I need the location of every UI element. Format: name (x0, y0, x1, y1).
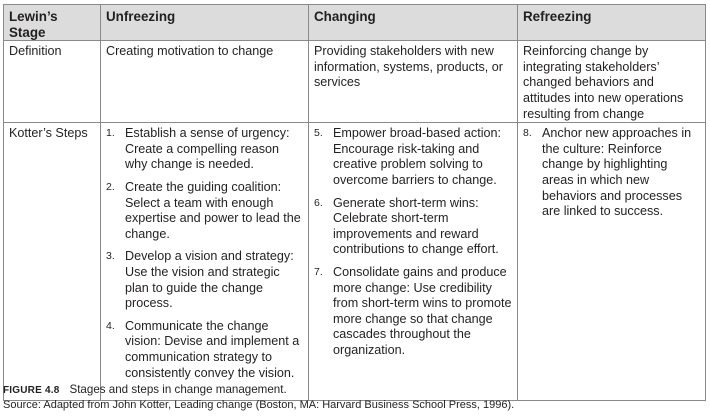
step-text: Establish a sense of urgency: Create a c… (125, 126, 290, 172)
definition-label: Definition (3, 40, 101, 124)
figure-label: FIGURE 4.8 (3, 385, 60, 396)
step-text: Empower broad-based action: Encourage ri… (333, 126, 502, 187)
change-management-table: Lewin’s Stage Unfreezing Changing Refree… (3, 3, 706, 402)
header-lewins-stage: Lewin’s Stage (3, 3, 101, 42)
step-number: 8. (523, 127, 532, 140)
step-item: 6. Generate short-term wins: Celebrate sh… (314, 196, 512, 258)
step-number: 2. (106, 180, 115, 193)
steps-changing-cell: 5. Empower broad-based action: Encourage … (308, 122, 518, 402)
steps-list-refreezing: 8. Anchor new approaches in the culture: … (523, 126, 700, 220)
step-item: 1. Establish a sense of urgency: Create a… (106, 126, 303, 173)
step-text: Anchor new approaches in the culture: Re… (542, 126, 692, 219)
definition-row: Definition Creating motivation to change… (3, 40, 706, 124)
definition-changing: Providing stakeholders with new informat… (308, 40, 518, 124)
kotters-steps-row: Kotter’s Steps 1. Establish a sense of ur… (3, 122, 706, 402)
definition-refreezing: Reinforcing change by integrating stakeh… (517, 40, 706, 124)
step-text: Consolidate gains and produce more chang… (333, 264, 512, 357)
caption-title-line: FIGURE 4.8 Stages and steps in change man… (3, 382, 705, 398)
step-item: 5. Empower broad-based action: Encourage … (314, 126, 512, 188)
step-item: 4. Communicate the change vision: Devise … (106, 319, 303, 381)
kotters-steps-label: Kotter’s Steps (3, 122, 101, 402)
steps-list-changing: 5. Empower broad-based action: Encourage … (314, 126, 512, 358)
figure-source: Source: Adapted from John Kotter, Leadin… (3, 399, 515, 411)
figure-caption: FIGURE 4.8 Stages and steps in change man… (3, 382, 705, 413)
figure: Lewin’s Stage Unfreezing Changing Refree… (3, 3, 706, 402)
step-number: 4. (106, 319, 115, 332)
step-text: Develop a vision and strategy: Use the v… (125, 249, 294, 311)
steps-refreezing-cell: 8. Anchor new approaches in the culture: … (517, 122, 706, 402)
step-item: 8. Anchor new approaches in the culture: … (523, 126, 700, 220)
figure-title: Stages and steps in change management. (69, 383, 287, 396)
step-text: Communicate the change vision: Devise an… (125, 318, 300, 380)
step-text: Generate short-term wins: Celebrate shor… (333, 195, 499, 257)
step-text: Create the guiding coalition: Select a t… (125, 179, 301, 241)
step-item: 7. Consolidate gains and produce more cha… (314, 265, 512, 359)
step-number: 6. (314, 196, 323, 209)
step-item: 2. Create the guiding coalition: Select a… (106, 180, 303, 242)
step-number: 3. (106, 250, 115, 263)
steps-unfreezing-cell: 1. Establish a sense of urgency: Create a… (100, 122, 309, 402)
definition-unfreezing: Creating motivation to change (100, 40, 309, 124)
header-row: Lewin’s Stage Unfreezing Changing Refree… (3, 3, 706, 42)
header-changing: Changing (308, 3, 518, 42)
step-number: 1. (106, 127, 115, 140)
header-unfreezing: Unfreezing (100, 3, 309, 42)
step-item: 3. Develop a vision and strategy: Use the… (106, 249, 303, 311)
step-number: 7. (314, 265, 323, 278)
step-number: 5. (314, 127, 323, 140)
steps-list-unfreezing: 1. Establish a sense of urgency: Create a… (106, 126, 303, 381)
header-refreezing: Refreezing (517, 3, 706, 42)
